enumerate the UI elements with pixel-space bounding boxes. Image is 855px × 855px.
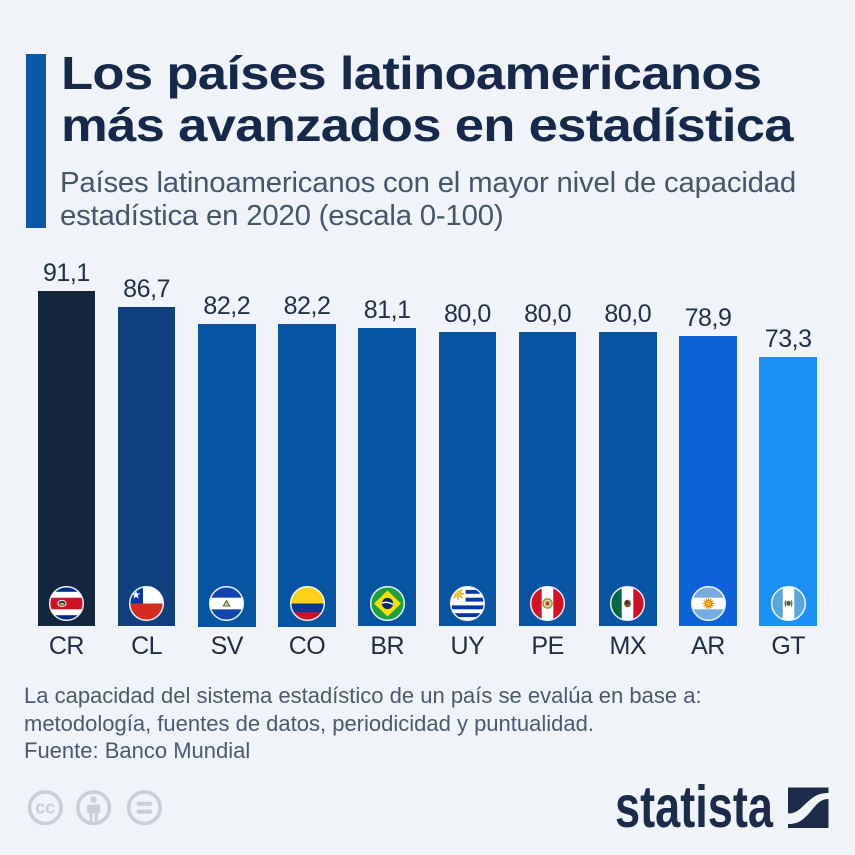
svg-text:statista: statista	[615, 780, 774, 835]
svg-text:cc: cc	[35, 798, 55, 818]
